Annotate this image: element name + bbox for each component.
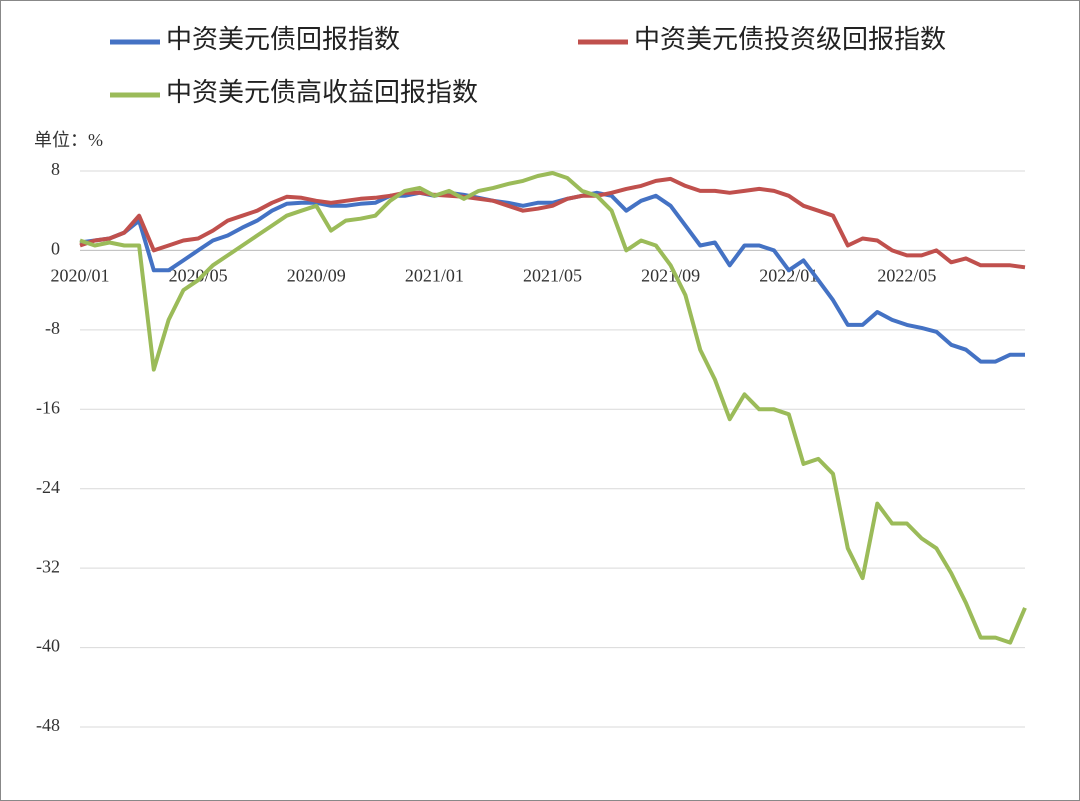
legend-label: 中资美元债高收益回报指数 <box>166 78 478 107</box>
legend-label: 中资美元债回报指数 <box>166 25 400 54</box>
y-tick-label: -8 <box>45 318 60 338</box>
y-tick-label: -32 <box>36 556 60 576</box>
series-line <box>79 190 1025 364</box>
x-tick-label: 2021/09 <box>641 266 700 286</box>
x-tick-label: 2022/01 <box>759 266 818 286</box>
y-tick-label: -40 <box>36 636 60 656</box>
y-tick-label: 0 <box>51 239 60 259</box>
y-tick-label: -24 <box>36 477 60 497</box>
y-tick-label: -48 <box>36 715 60 735</box>
y-tick-label: 8 <box>51 159 60 179</box>
x-tick-label: 2022/05 <box>877 266 936 286</box>
legend-label: 中资美元债投资级回报指数 <box>634 25 946 54</box>
x-tick-label: 2020/01 <box>50 266 109 286</box>
x-tick-label: 2020/09 <box>287 266 346 286</box>
series-line <box>79 171 1027 645</box>
series-line <box>79 176 1026 270</box>
x-tick-label: 2021/01 <box>405 266 464 286</box>
x-tick-label: 2020/05 <box>169 266 228 286</box>
unit-label: 单位：% <box>34 130 103 150</box>
x-tick-label: 2021/05 <box>523 266 582 286</box>
y-tick-label: -16 <box>36 397 60 417</box>
